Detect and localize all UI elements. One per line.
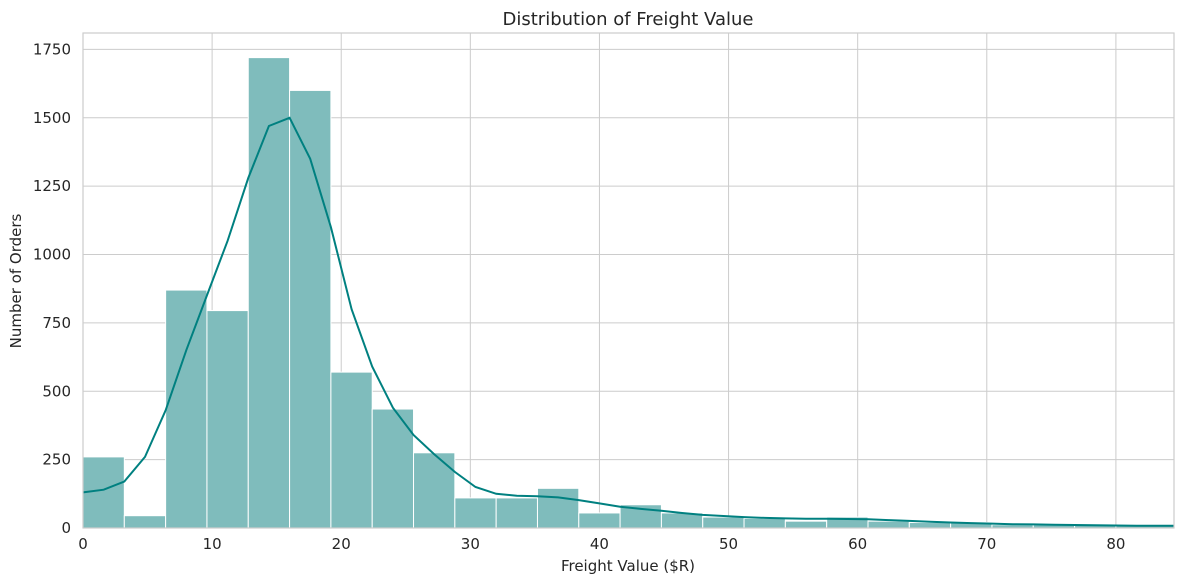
- y-axis-label: Number of Orders: [7, 213, 25, 348]
- x-tick-labels: 0 10 20 30 40 50 60 70 80: [78, 535, 1125, 553]
- histogram-bar: [247, 57, 291, 529]
- y-tick-label: 250: [42, 451, 71, 469]
- y-tick-label: 1250: [33, 177, 71, 195]
- histogram-bar: [454, 497, 497, 529]
- x-tick-label: 50: [719, 535, 738, 553]
- x-tick-label: 0: [78, 535, 88, 553]
- x-axis-label: Freight Value ($R): [561, 557, 695, 575]
- x-tick-label: 70: [977, 535, 996, 553]
- y-tick-label: 1500: [33, 109, 71, 127]
- histogram-bar: [908, 522, 952, 529]
- x-tick-label: 40: [590, 535, 609, 553]
- x-tick-label: 30: [461, 535, 480, 553]
- histogram-bar: [289, 89, 332, 529]
- y-tick-label: 0: [61, 519, 71, 537]
- histogram-bar: [536, 487, 580, 529]
- x-tick-label: 10: [203, 535, 222, 553]
- histogram-bar: [206, 310, 249, 529]
- x-tick-label: 20: [332, 535, 351, 553]
- y-tick-label: 750: [42, 314, 71, 332]
- y-tick-label: 500: [42, 382, 71, 400]
- x-tick-label: 60: [848, 535, 867, 553]
- x-tick-label: 80: [1106, 535, 1125, 553]
- histogram-bar: [371, 408, 415, 529]
- histogram-bar: [123, 515, 167, 529]
- histogram-bar: [413, 452, 456, 529]
- y-tick-labels: 0 250 500 750 1000 1250 1500 1750: [33, 40, 71, 537]
- y-tick-label: 1750: [33, 40, 71, 58]
- histogram-bar: [867, 520, 910, 529]
- histogram-bar: [784, 520, 828, 529]
- histogram-bar: [495, 497, 538, 529]
- y-tick-label: 1000: [33, 246, 71, 264]
- histogram-bar: [578, 512, 621, 529]
- density-curve: [82, 116, 1174, 527]
- histogram-bar: [330, 371, 373, 529]
- histogram-bar: [165, 289, 208, 529]
- plot-frame: [82, 32, 1175, 529]
- histogram-bar: [702, 516, 745, 529]
- kde-line: [82, 116, 1174, 527]
- chart-title: Distribution of Freight Value: [503, 9, 754, 30]
- histogram-bar: [743, 517, 786, 529]
